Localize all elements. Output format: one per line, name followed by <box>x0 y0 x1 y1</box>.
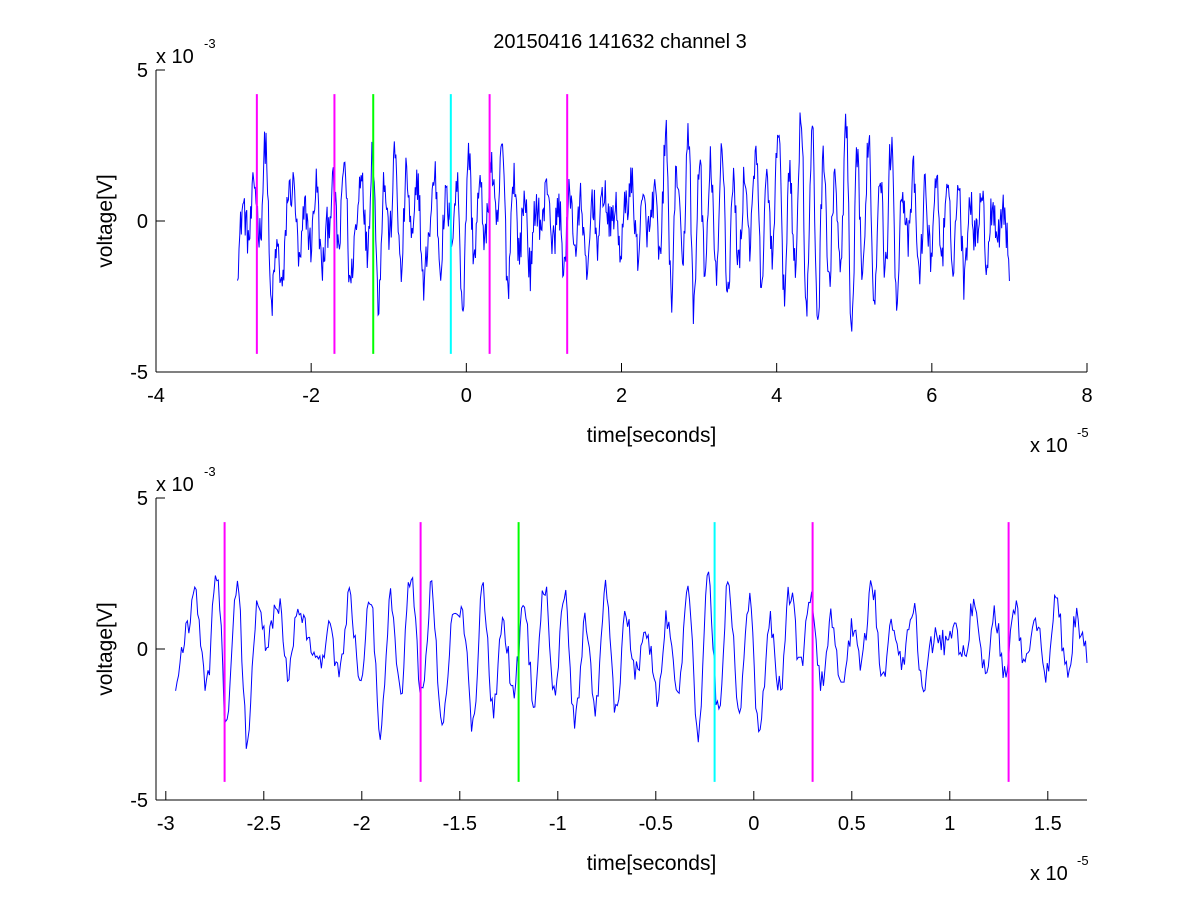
bottom-x-tick-label: -1.5 <box>443 813 477 835</box>
top-x-axis-label: time[seconds] <box>587 424 717 447</box>
bottom-x-tick-label: 0.5 <box>838 813 866 835</box>
bottom-x-multiplier-exponent: -5 <box>1077 853 1089 868</box>
top-x-tick-label: 0 <box>461 385 472 407</box>
bottom-x-tick-label: 1 <box>944 813 955 835</box>
bottom-y-multiplier-exponent: -3 <box>204 464 216 479</box>
top-y-tick-label: 5 <box>137 60 148 82</box>
figure-title: 20150416 141632 channel 3 <box>493 31 747 53</box>
bottom-x-tick-label: -1 <box>549 813 567 835</box>
top-y-tick-label: 0 <box>137 211 148 233</box>
bottom-y-tick-label: 0 <box>137 639 148 661</box>
bottom-x-axis-label: time[seconds] <box>587 852 717 875</box>
bottom-x-tick-label: -2.5 <box>247 813 281 835</box>
bottom-x-tick-label: 1.5 <box>1034 813 1062 835</box>
bottom-voltage-trace <box>175 571 1088 749</box>
bottom-x-tick-label: -2 <box>353 813 371 835</box>
top-y-multiplier: x 10 <box>156 46 194 68</box>
bottom-x-tick-label: -3 <box>157 813 175 835</box>
bottom-subplot: -3 -2.5 -2 -1.5 -1 -0.5 0 0.5 1 1.5 -5 0 5 time[secon… <box>94 464 1089 885</box>
top-x-tick-label: -2 <box>302 385 320 407</box>
bottom-y-multiplier: x 10 <box>156 474 194 496</box>
top-x-tick-label: 8 <box>1081 385 1092 407</box>
top-voltage-trace <box>236 112 1010 332</box>
bottom-y-tick-label: -5 <box>130 790 148 812</box>
bottom-x-tick-label: 0 <box>748 813 759 835</box>
top-subplot: -4 -2 0 2 4 6 8 -5 0 5 time[seconds] voltage[V] x 10… <box>94 36 1093 457</box>
top-y-multiplier-exponent: -3 <box>204 36 216 51</box>
top-x-tick-label: 2 <box>616 385 627 407</box>
bottom-y-tick-label: 5 <box>137 488 148 510</box>
top-x-multiplier-exponent: -5 <box>1077 425 1089 440</box>
top-x-tick-label: -4 <box>147 385 165 407</box>
top-x-tick-label: 6 <box>926 385 937 407</box>
top-y-tick-label: -5 <box>130 362 148 384</box>
top-y-axis-label: voltage[V] <box>94 174 117 267</box>
top-x-tick-label: 4 <box>771 385 782 407</box>
bottom-x-tick-label: -0.5 <box>639 813 673 835</box>
top-x-multiplier: x 10 <box>1030 435 1068 457</box>
bottom-y-axis-label: voltage[V] <box>94 602 117 695</box>
bottom-x-multiplier: x 10 <box>1030 863 1068 885</box>
